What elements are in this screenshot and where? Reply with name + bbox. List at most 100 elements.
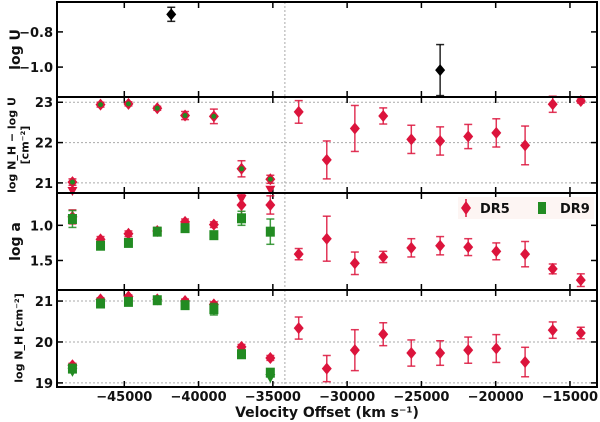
legend-dr9-marker [538,202,546,214]
data-point-dr5 [547,262,558,275]
y-tick-label: −0.8 [19,26,53,41]
data-point-dr5 [321,232,332,245]
x-tick-label: −35000 [245,390,301,405]
x-tick-label: −30000 [319,390,375,405]
x-tick-label: −15000 [542,390,598,405]
data-point-dr9 [209,304,219,315]
panel-frame [56,1,598,98]
legend-dr5-label: DR5 [480,202,510,217]
data-point-dr9 [152,295,162,306]
data-point-logu [166,8,177,21]
x-tick-label: −40000 [171,390,227,405]
legend-background [458,197,594,219]
data-point-dr9 [182,113,188,119]
data-point-dr9 [152,226,162,237]
data-point-dr9 [237,349,247,360]
data-point-dr5 [349,344,360,357]
data-point-dr5 [378,250,389,263]
data-point-dr9 [96,240,106,251]
data-point-dr5 [378,109,389,122]
x-axis-ticks: −45000 −40000 −35000 −30000 −25000 −20000 −150… [96,390,598,405]
y-tick-label: 22 [35,137,53,152]
data-point-dr5 [491,245,502,258]
data-point-dr5 [321,153,332,166]
data-point-dr5 [265,198,276,211]
data-point-dr9 [69,179,75,185]
data-point-dr5 [321,362,332,375]
y-tick-label: 23 [35,96,53,111]
data-point-dr5 [575,95,586,108]
data-point-dr5 [435,239,446,252]
data-point-dr5 [293,322,304,335]
data-point-dr5 [520,139,531,152]
y-tick-label: 20 [35,336,53,351]
data-point-dr5 [435,347,446,360]
data-point-dr5 [463,344,474,357]
y-axis-label: log a [8,222,24,261]
data-point-dr9-limits [67,367,78,377]
data-point-dr9 [209,230,219,241]
data-point-dr5 [406,241,417,254]
data-point-dr9 [267,176,273,182]
y-tick-label: 1.5 [30,254,53,269]
y-tick-label: −1.0 [19,61,53,76]
data-point-dr5 [208,218,219,231]
data-point-dr5 [293,248,304,261]
data-point-dr5 [575,326,586,339]
data-point-dr9 [180,223,190,234]
data-point-dr9 [125,101,131,107]
data-point-dr9-limits [265,373,276,383]
data-point-dr9 [123,237,133,248]
data-point-dr5 [349,257,360,270]
data-point-dr5 [463,241,474,254]
data-point-dr9 [265,367,275,378]
data-point-dr9 [98,102,104,108]
legend-dr9-label: DR9 [560,202,590,217]
data-point-dr5-limits [265,185,276,195]
data-point-logu [435,64,446,77]
panel-3: 21 20 19 [35,289,598,392]
data-point-dr9 [211,113,217,119]
y-axis-label: log U [8,29,24,70]
data-point-dr5 [491,126,502,139]
panel-1: 23 22 21 [35,95,598,205]
data-point-dr5 [463,130,474,143]
y-tick-label: 21 [35,295,53,310]
data-point-dr9 [237,213,247,224]
data-point-dr9 [96,298,106,309]
data-point-dr5 [491,342,502,355]
x-tick-label: −20000 [468,390,524,405]
y-axis-label-nh: log N_H [cm⁻²] [12,293,26,383]
panel-frame [56,289,598,388]
y-tick-label: 21 [35,177,53,192]
data-point-dr5 [236,198,247,211]
data-point-dr5 [265,351,276,364]
data-point-dr5 [520,248,531,261]
data-point-dr5 [406,133,417,146]
y-tick-label: 1.0 [30,219,53,234]
y-tick-label: 19 [35,377,53,392]
data-point-dr5 [575,274,586,287]
data-point-dr5 [547,324,558,337]
data-point-dr5-limits [67,186,78,196]
data-point-dr5 [547,98,558,111]
data-point-dr5 [378,328,389,341]
x-axis-label: Velocity Offset (km s⁻¹) [235,405,419,421]
x-tick-label: −45000 [96,390,152,405]
data-point-dr5 [406,347,417,360]
data-point-dr5 [435,134,446,147]
data-point-dr5 [123,227,134,240]
data-point-dr5 [520,356,531,369]
data-point-dr9 [123,296,133,307]
data-point-dr5 [349,122,360,135]
legend: DR5 DR9 [458,197,594,219]
y-axis-label-nh-minus-logu: log N_H − log U [cm⁻²] [5,97,31,193]
data-point-dr5 [293,105,304,118]
panel-2: 1.0 1.5 log a [8,192,598,291]
data-point-dr9 [180,300,190,311]
data-point-dr9 [265,226,275,237]
data-point-dr9 [239,166,245,172]
